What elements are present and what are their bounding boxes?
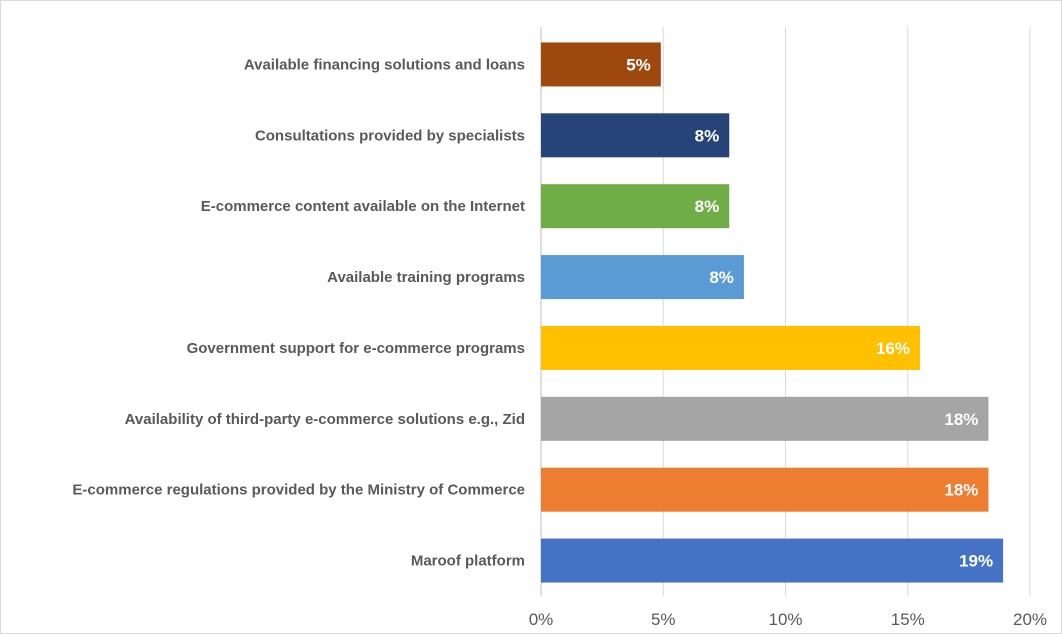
data-label: 19% xyxy=(959,552,993,571)
category-label: Available financing solutions and loans xyxy=(244,56,525,73)
data-label: 16% xyxy=(876,339,910,358)
bar xyxy=(541,184,730,229)
bar xyxy=(541,538,1004,583)
x-tick-label: 20% xyxy=(1013,610,1047,629)
category-label: E-commerce regulations provided by the M… xyxy=(72,482,525,499)
data-label: 8% xyxy=(695,126,720,145)
category-label: Availability of third-party e-commerce s… xyxy=(125,411,525,428)
data-label: 5% xyxy=(626,55,651,74)
category-label: E-commerce content available on the Inte… xyxy=(201,198,525,215)
data-label: 8% xyxy=(695,197,720,216)
category-label: Consultations provided by specialists xyxy=(255,127,525,144)
bar xyxy=(541,396,989,441)
bar xyxy=(541,113,730,158)
bar xyxy=(541,255,744,300)
category-label: Maroof platform xyxy=(411,553,525,570)
category-label: Government support for e-commerce progra… xyxy=(187,340,525,357)
data-label: 8% xyxy=(709,268,734,287)
bar xyxy=(541,42,661,87)
x-tick-label: 0% xyxy=(529,610,554,629)
category-label: Available training programs xyxy=(327,269,525,286)
bar xyxy=(541,467,989,512)
x-tick-label: 15% xyxy=(891,610,925,629)
bar xyxy=(541,325,920,370)
data-label: 18% xyxy=(944,410,978,429)
x-tick-label: 5% xyxy=(651,610,676,629)
data-label: 18% xyxy=(944,481,978,500)
x-tick-label: 10% xyxy=(768,610,802,629)
